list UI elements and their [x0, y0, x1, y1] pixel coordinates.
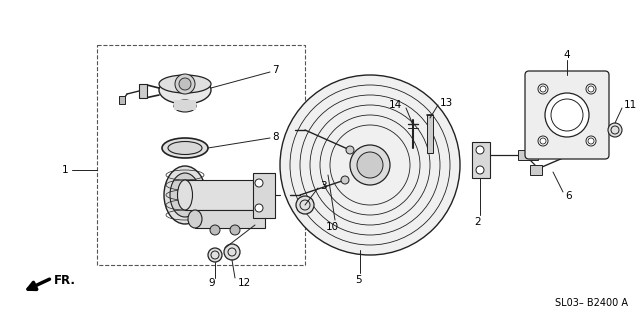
- Ellipse shape: [174, 100, 196, 112]
- Circle shape: [586, 136, 596, 146]
- Ellipse shape: [188, 210, 202, 228]
- Text: 12: 12: [238, 278, 252, 288]
- Text: 1: 1: [61, 165, 68, 175]
- Bar: [472, 142, 490, 178]
- Circle shape: [175, 74, 195, 94]
- Circle shape: [357, 152, 383, 178]
- Bar: [119, 96, 125, 104]
- Circle shape: [476, 166, 484, 174]
- Ellipse shape: [257, 180, 273, 210]
- Ellipse shape: [170, 173, 200, 217]
- Bar: [427, 115, 433, 153]
- Circle shape: [210, 225, 220, 235]
- Ellipse shape: [177, 180, 193, 210]
- Circle shape: [255, 204, 263, 212]
- Text: 10: 10: [325, 222, 339, 232]
- Circle shape: [346, 146, 354, 154]
- Ellipse shape: [168, 141, 202, 155]
- Circle shape: [179, 78, 191, 90]
- Circle shape: [296, 196, 314, 214]
- Ellipse shape: [164, 166, 206, 224]
- Ellipse shape: [159, 75, 211, 93]
- Text: 14: 14: [388, 100, 402, 110]
- Ellipse shape: [162, 138, 208, 158]
- Text: 4: 4: [564, 50, 570, 60]
- Text: 8: 8: [272, 132, 278, 142]
- Bar: [195, 210, 265, 228]
- Circle shape: [341, 176, 349, 184]
- Text: 3: 3: [320, 181, 326, 191]
- Circle shape: [230, 225, 240, 235]
- Bar: [530, 165, 542, 175]
- Text: 13: 13: [440, 98, 453, 108]
- Circle shape: [208, 248, 222, 262]
- Circle shape: [224, 244, 240, 260]
- Circle shape: [545, 93, 589, 137]
- Bar: [253, 173, 275, 218]
- Text: SL03– B2400 A: SL03– B2400 A: [555, 298, 628, 308]
- Text: 7: 7: [272, 65, 278, 75]
- Circle shape: [280, 75, 460, 255]
- Text: 5: 5: [355, 275, 362, 285]
- Circle shape: [476, 146, 484, 154]
- Text: 9: 9: [209, 278, 215, 288]
- Bar: [139, 84, 147, 98]
- FancyBboxPatch shape: [525, 71, 609, 159]
- Circle shape: [350, 145, 390, 185]
- Text: 11: 11: [624, 100, 637, 110]
- Circle shape: [255, 179, 263, 187]
- Circle shape: [586, 84, 596, 94]
- Bar: [97, 45, 305, 265]
- Bar: [518, 150, 538, 160]
- Circle shape: [608, 123, 622, 137]
- Text: FR.: FR.: [54, 274, 76, 286]
- Bar: [185, 180, 265, 210]
- Circle shape: [538, 136, 548, 146]
- Ellipse shape: [159, 76, 211, 104]
- Bar: [174, 100, 196, 110]
- Circle shape: [538, 84, 548, 94]
- Text: 6: 6: [565, 191, 572, 201]
- Text: 2: 2: [475, 217, 481, 227]
